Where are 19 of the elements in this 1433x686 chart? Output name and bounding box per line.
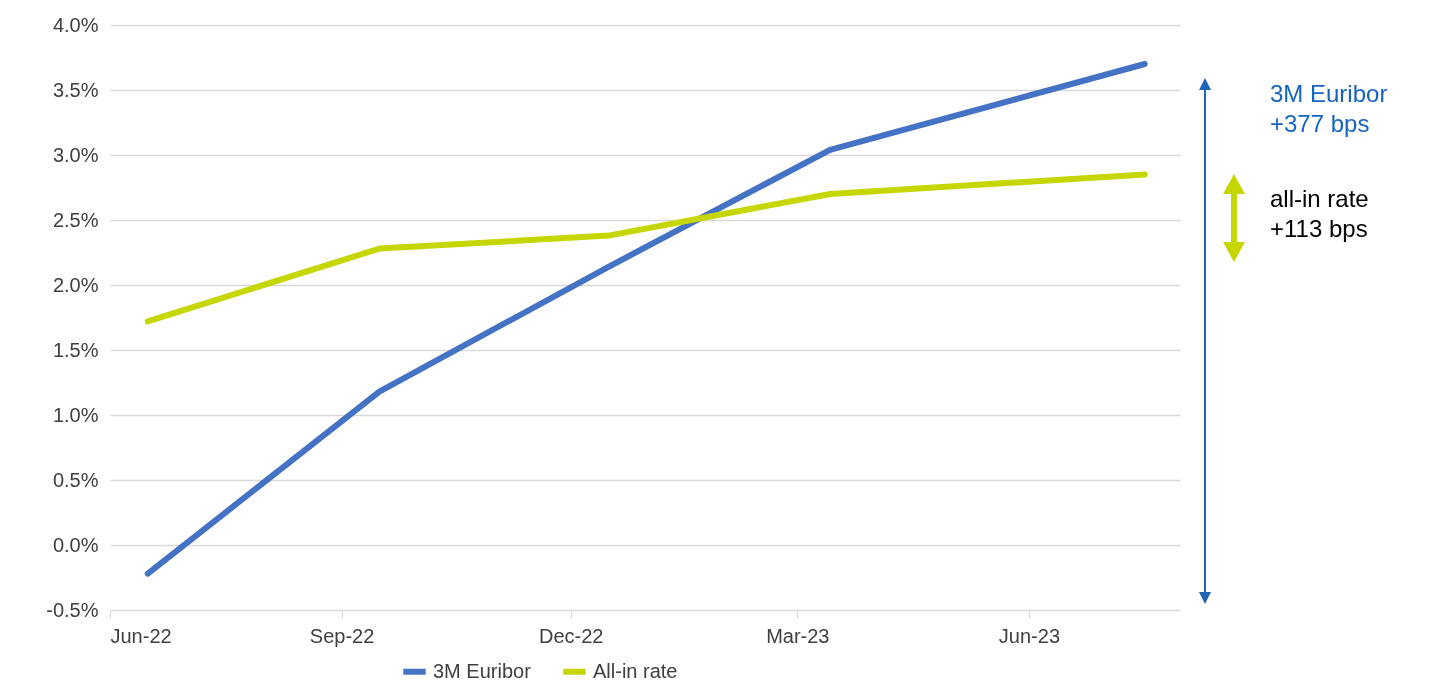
y-tick-label: 0.5% — [52, 468, 99, 491]
text: 3M Euribor +377 bps — [1270, 80, 1388, 137]
legend-label: 3M Euribor — [433, 659, 532, 682]
y-tick-label: 2.5% — [52, 208, 99, 231]
legend-label: All-in rate — [593, 659, 678, 682]
text: all-in rate +113 bps — [1270, 185, 1369, 242]
y-tick-label: 1.5% — [52, 338, 99, 361]
x-tick-label: Sep-22 — [309, 624, 375, 647]
y-tick-label: 3.5% — [52, 78, 99, 101]
x-tick-label: Jun-23 — [998, 624, 1061, 647]
y-tick-label: 3.0% — [52, 143, 99, 166]
x-tick-label: Mar-23 — [766, 624, 830, 647]
y-tick-label: 2.0% — [52, 273, 99, 296]
y-tick-label: 4.0% — [52, 13, 99, 36]
y-tick-label: 0.0% — [52, 533, 99, 556]
x-tick-label: Dec-22 — [538, 624, 604, 647]
y-tick-label: -0.5% — [46, 598, 99, 621]
x-tick-label: Jun-22 — [110, 624, 172, 647]
y-tick-label: 1.0% — [52, 403, 99, 426]
